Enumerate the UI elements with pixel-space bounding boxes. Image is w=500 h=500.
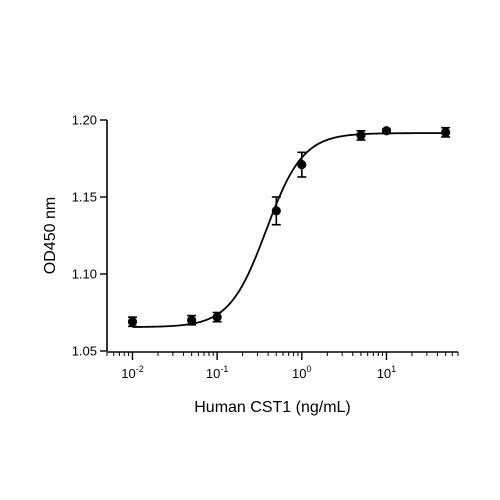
point-marker [356, 130, 366, 140]
data-point-4 [297, 151, 307, 178]
x-tick-label: 101 [377, 364, 396, 381]
x-tick-label: 100 [292, 364, 311, 381]
data-point-7 [441, 126, 451, 138]
data-point-3 [271, 196, 281, 226]
y-axis-title: OD450 nm [42, 197, 59, 274]
data-point-0 [127, 316, 138, 328]
data-points [127, 126, 451, 328]
data-point-2 [212, 311, 222, 323]
axes [106, 120, 458, 353]
y-tick-label: 1.20 [72, 113, 97, 128]
point-marker [271, 206, 281, 216]
y-tick-label: 1.15 [72, 190, 97, 205]
x-ticks: 10-2 10-1 100 101 [106, 352, 459, 381]
x-tick-label: 10-2 [121, 364, 143, 381]
x-tick-label: 10-1 [206, 364, 228, 381]
data-point-1 [187, 314, 197, 326]
data-point-6 [381, 126, 392, 136]
y-tick-label: 1.10 [72, 267, 97, 282]
point-marker [381, 126, 392, 136]
fit-curve [132, 132, 446, 328]
y-ticks: 1.05 1.10 1.15 1.20 [72, 113, 107, 359]
point-marker [127, 317, 138, 327]
x-axis-title: Human CST1 (ng/mL) [194, 399, 351, 416]
data-point-5 [356, 129, 366, 141]
y-tick-label: 1.05 [72, 344, 97, 359]
point-marker [297, 160, 307, 170]
point-marker [441, 127, 451, 137]
point-marker [212, 312, 222, 322]
point-marker [187, 315, 197, 325]
